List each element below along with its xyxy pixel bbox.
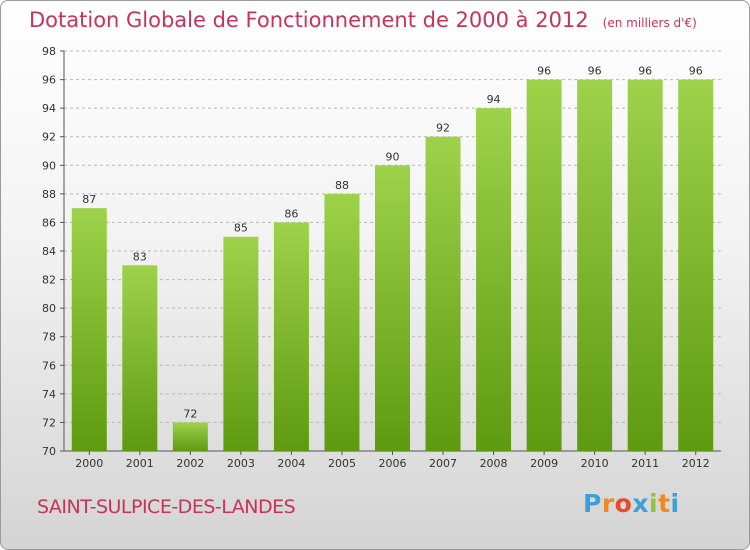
- y-tick-label: 80: [42, 302, 56, 315]
- bar-2010: [577, 79, 613, 452]
- bar-2000: [71, 208, 107, 451]
- y-tick-label: 82: [42, 274, 56, 287]
- x-tick-label: 2006: [379, 457, 407, 470]
- bar-2002: [172, 422, 208, 451]
- unit-note: (en milliers d'€): [602, 16, 697, 30]
- y-tick-label: 94: [42, 102, 56, 115]
- y-tick-label: 86: [42, 216, 56, 229]
- logo-letter: o: [614, 489, 633, 518]
- data-label: 88: [335, 179, 349, 192]
- bar-2008: [476, 108, 512, 452]
- x-tick-label: 2010: [581, 457, 609, 470]
- logo-letter: r: [601, 489, 615, 518]
- x-tick-label: 2011: [631, 457, 659, 470]
- y-tick-label: 84: [42, 245, 56, 258]
- x-tick-label: 2008: [480, 457, 508, 470]
- data-label: 96: [638, 65, 652, 78]
- chart-title: Dotation Globale de Fonctionnement de 20…: [29, 8, 697, 32]
- data-label: 96: [588, 65, 602, 78]
- x-tick-label: 2005: [328, 457, 356, 470]
- bar-2012: [678, 79, 714, 452]
- data-label: 92: [436, 122, 450, 135]
- data-label: 72: [183, 407, 197, 420]
- y-tick-label: 72: [42, 416, 56, 429]
- logo-letter: t: [658, 489, 671, 518]
- x-tick-label: 2003: [227, 457, 255, 470]
- y-tick-label: 96: [42, 74, 56, 87]
- y-tick-label: 74: [42, 388, 56, 401]
- x-tick-label: 2002: [176, 457, 204, 470]
- x-tick-label: 2009: [530, 457, 558, 470]
- x-tick-label: 2007: [429, 457, 457, 470]
- y-tick-label: 78: [42, 331, 56, 344]
- logo-letter: x: [632, 489, 649, 518]
- data-label: 85: [234, 222, 248, 235]
- y-tick-label: 98: [42, 45, 56, 58]
- y-tick-label: 88: [42, 188, 56, 201]
- logo-letter: i: [670, 489, 680, 518]
- y-tick-label: 92: [42, 131, 56, 144]
- bar-2001: [122, 265, 158, 451]
- bar-2009: [526, 79, 562, 452]
- bar-2011: [627, 79, 663, 452]
- logo-letter: i: [649, 489, 659, 518]
- bar-2007: [425, 136, 461, 451]
- commune-name: SAINT-SULPICE-DES-LANDES: [37, 496, 296, 518]
- bar-2003: [223, 236, 259, 451]
- data-label: 83: [133, 250, 147, 263]
- x-tick-label: 2000: [75, 457, 103, 470]
- data-label: 96: [689, 65, 703, 78]
- bar-2005: [324, 193, 360, 451]
- y-tick-label: 70: [42, 445, 56, 458]
- data-label: 94: [487, 93, 501, 106]
- data-label: 86: [284, 207, 298, 220]
- logo-letter: P: [583, 489, 602, 518]
- bar-2004: [273, 222, 309, 451]
- x-tick-label: 2001: [126, 457, 154, 470]
- y-tick-label: 76: [42, 359, 56, 372]
- y-tick-label: 90: [42, 159, 56, 172]
- chart-title-text: Dotation Globale de Fonctionnement de 20…: [29, 8, 589, 32]
- data-label: 96: [537, 65, 551, 78]
- x-tick-label: 2012: [682, 457, 710, 470]
- proxiti-logo: Proxiti: [583, 489, 680, 518]
- x-tick-label: 2004: [277, 457, 305, 470]
- data-label: 87: [82, 193, 96, 206]
- data-label: 90: [386, 150, 400, 163]
- bar-2006: [375, 165, 410, 452]
